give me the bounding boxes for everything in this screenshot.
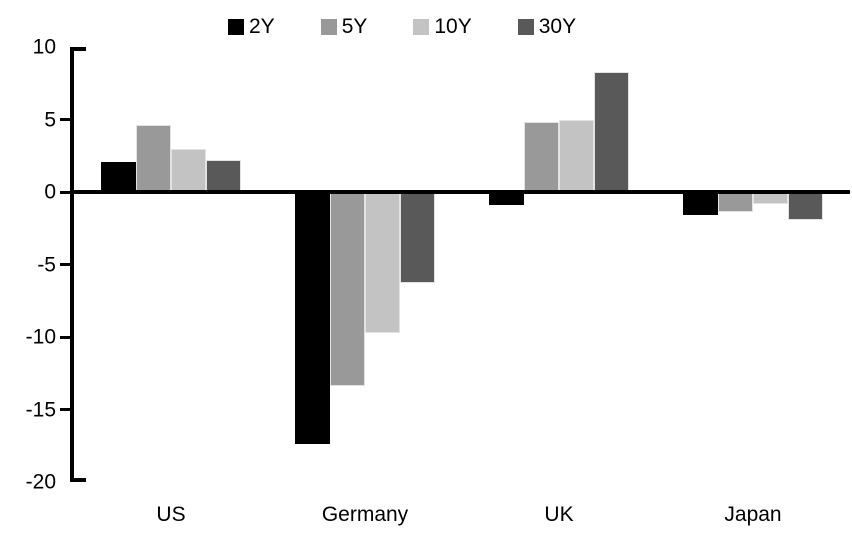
legend-swatch-30y <box>517 18 534 35</box>
y-axis-line <box>70 47 74 482</box>
bar-us-5y <box>136 125 171 192</box>
bar-us-30y <box>206 160 241 192</box>
y-axis-tick <box>60 118 70 121</box>
y-axis-label: -20 <box>25 470 56 494</box>
bar-germany-5y <box>330 192 365 387</box>
legend-label-5y: 5Y <box>341 15 368 38</box>
y-axis-tick <box>60 335 70 339</box>
legend-label-10y: 10Y <box>434 15 472 38</box>
x-axis-label-germany: Germany <box>321 503 409 526</box>
bar-us-10y <box>171 148 206 192</box>
y-axis-tick <box>74 47 86 51</box>
legend-item-2y: 2Y <box>228 16 275 37</box>
legend-swatch-5y <box>320 18 337 35</box>
x-axis-label-japan: Japan <box>724 503 782 526</box>
y-axis-label: 5 <box>44 108 56 131</box>
bar-japan-5y <box>718 192 753 213</box>
y-axis-label: -15 <box>25 398 56 421</box>
y-axis-tick <box>60 408 70 411</box>
bar-us-2y <box>101 161 136 192</box>
legend-item-10y: 10Y <box>413 15 472 38</box>
zero-gridline <box>70 190 850 194</box>
bar-japan-30y <box>788 192 823 220</box>
x-axis-label-us: US <box>156 503 186 526</box>
bar-uk-30y <box>594 71 629 192</box>
bar-germany-2y <box>295 192 330 445</box>
legend-item-5y: 5Y <box>320 15 368 38</box>
legend-label-2y: 2Y <box>249 15 275 38</box>
x-axis-label-uk: UK <box>544 503 574 526</box>
bar-germany-10y <box>365 192 400 333</box>
chart-legend: 2Y 5Y 10Y 30Y <box>228 16 576 37</box>
bar-japan-2y <box>683 192 718 216</box>
bar-germany-30y <box>400 192 435 284</box>
y-axis-label: -10 <box>25 325 56 349</box>
legend-swatch-2y <box>228 18 244 35</box>
y-axis-tick <box>60 190 70 194</box>
y-axis-label: -5 <box>37 253 56 276</box>
legend-swatch-10y <box>413 18 430 35</box>
y-axis-tick <box>74 478 86 482</box>
legend-label-30y: 30Y <box>538 15 577 38</box>
bar-uk-10y <box>559 119 594 192</box>
y-axis-tick <box>60 263 70 266</box>
y-axis-label: 0 <box>44 180 56 204</box>
bar-uk-5y <box>524 122 559 192</box>
y-axis-label: 10 <box>32 35 56 59</box>
legend-item-30y: 30Y <box>517 15 577 38</box>
